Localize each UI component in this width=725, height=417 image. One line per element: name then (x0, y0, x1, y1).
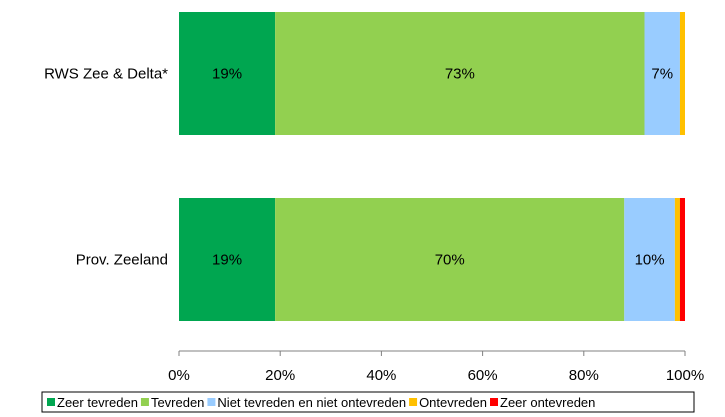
x-tick-label: 40% (366, 367, 396, 384)
legend-label: Zeer ontevreden (500, 395, 595, 410)
x-axis: 0% 20% 40% 60% 80% 100% (168, 350, 704, 384)
legend-box (41, 391, 695, 413)
legend-label: Tevreden (151, 395, 204, 410)
bar-segment (179, 12, 276, 135)
legend-swatch (140, 398, 149, 406)
legend-swatch (207, 398, 216, 406)
bar-segment (624, 198, 675, 321)
legend-label: Zeer tevreden (57, 395, 138, 410)
data-label: 19% (212, 66, 242, 83)
bar-segment (644, 12, 680, 135)
bar-segment (275, 12, 645, 135)
legend-swatch (47, 398, 55, 406)
legend-swatch (409, 398, 418, 406)
data-label: 70% (435, 252, 465, 269)
x-tick-label: 20% (265, 367, 295, 384)
x-tick-label: 100% (666, 367, 704, 384)
data-label: 7% (651, 66, 673, 83)
legend-label: Ontevreden (419, 395, 487, 410)
legend-swatch (490, 398, 498, 406)
data-label: 10% (635, 252, 665, 269)
legend: Zeer tevreden Tevreden Niet tevreden en ni… (41, 391, 695, 413)
data-label: 73% (445, 66, 475, 83)
x-tick-label: 60% (468, 367, 498, 384)
bar-segment (674, 198, 680, 321)
x-tick-label: 80% (569, 367, 599, 384)
bars-group: 19% 73% 7% 19% 70% 10% (179, 12, 685, 321)
bar-segment (679, 12, 685, 135)
bar-segment (179, 198, 276, 321)
category-labels: RWS Zee & Delta* Prov. Zeeland (44, 66, 168, 269)
legend-label: Niet tevreden en niet ontevreden (217, 395, 406, 410)
bar-segment (679, 198, 685, 321)
category-label: Prov. Zeeland (76, 252, 168, 269)
data-label: 19% (212, 252, 242, 269)
x-tick-label: 0% (168, 367, 190, 384)
bar-segment (275, 198, 625, 321)
category-label: RWS Zee & Delta* (44, 66, 168, 83)
